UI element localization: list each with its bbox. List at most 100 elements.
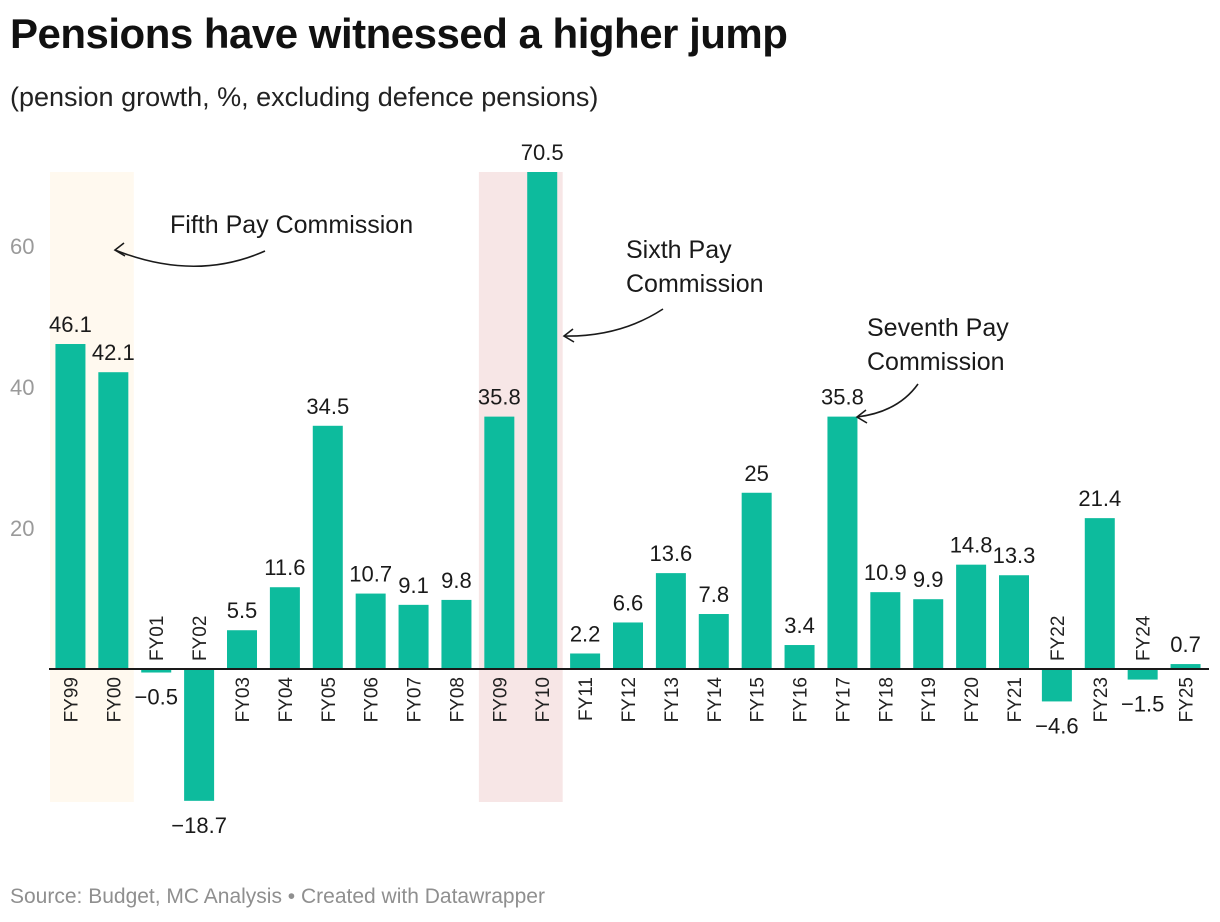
x-tick-label: FY21 (1005, 677, 1026, 722)
x-tick-label: FY22 (1048, 616, 1069, 661)
y-axis-ticks: 20 40 60 (10, 234, 34, 541)
x-tick-label: FY01 (147, 616, 168, 661)
x-tick-label: FY04 (276, 677, 297, 723)
data-label: 25 (744, 461, 768, 486)
annotation-text: Sixth Pay (626, 236, 732, 264)
bar (312, 425, 343, 669)
x-tick-label: FY14 (705, 677, 726, 723)
bar (784, 645, 815, 669)
bar (355, 593, 386, 669)
x-tick-label: FY09 (490, 677, 511, 722)
bar (1041, 669, 1072, 702)
bar (441, 599, 472, 669)
annotation-arrow (114, 249, 266, 267)
y-tick-label: 20 (10, 516, 34, 541)
annotation-text: Commission (626, 270, 764, 298)
data-label: −1.5 (1121, 692, 1164, 717)
x-tick-label: FY13 (662, 677, 683, 722)
annotation-text: Fifth Pay Commission (170, 211, 413, 239)
y-tick-label: 40 (10, 375, 34, 400)
data-label: 35.8 (478, 385, 521, 410)
data-label: 70.5 (521, 140, 564, 165)
bar (1170, 664, 1201, 669)
data-label: 7.8 (698, 582, 729, 607)
bar (1084, 518, 1115, 669)
x-tick-label: FY02 (190, 616, 211, 661)
bar (870, 592, 901, 669)
bar (655, 573, 686, 669)
data-label: 14.8 (950, 533, 993, 558)
bar (827, 416, 858, 669)
source-note: Source: Budget, MC Analysis (10, 885, 282, 908)
bar (698, 614, 729, 669)
data-label: 13.3 (993, 543, 1036, 568)
bar (141, 669, 172, 673)
x-tick-label: FY23 (1091, 677, 1112, 722)
bar (913, 599, 944, 669)
x-tick-label: FY24 (1134, 615, 1155, 661)
x-tick-label: FY11 (576, 677, 597, 721)
bar (398, 604, 429, 669)
arrow-head (855, 409, 868, 424)
annotations: Fifth Pay Commission Sixth Pay Commission S… (113, 211, 1009, 424)
x-tick-label: FY25 (1177, 677, 1198, 722)
bar (999, 575, 1029, 669)
data-label: 21.4 (1078, 486, 1121, 511)
bar (1127, 669, 1158, 680)
bar (527, 172, 558, 669)
x-tick-label: FY05 (319, 677, 340, 722)
chart-subtitle: (pension growth, %, excluding defence pe… (10, 82, 599, 112)
data-label: −0.5 (135, 685, 178, 710)
x-axis-labels: FY99 FY00 FY01 FY02 FY03 FY04 FY05 FY06 FY07 FY08… (61, 615, 1197, 722)
x-tick-label: FY03 (233, 677, 254, 722)
arrow-head (113, 242, 126, 257)
x-tick-label: FY00 (104, 677, 125, 722)
data-label: 9.8 (441, 568, 472, 593)
bar (956, 564, 987, 669)
data-label: 11.6 (264, 555, 305, 580)
data-label: 2.2 (570, 621, 601, 646)
data-label: 35.8 (821, 385, 864, 410)
data-label: −18.7 (171, 813, 227, 838)
annotation-text: Seventh Pay (867, 314, 1009, 342)
annotation-arrow (563, 308, 664, 337)
footer: Source: Budget, MC Analysis • Created wi… (10, 885, 545, 909)
y-tick-label: 60 (10, 234, 34, 259)
chart-title: Pensions have witnessed a higher jump (10, 10, 788, 57)
bar (484, 416, 515, 669)
x-tick-label: FY17 (833, 677, 854, 722)
bar (613, 622, 643, 669)
data-label: 9.1 (398, 573, 429, 598)
x-tick-label: FY20 (962, 677, 983, 722)
value-labels: 46.142.1 −0.5 −18.7 5.511.6 34.5 10.7 9.1 9.8 35… (49, 140, 1201, 838)
x-tick-label: FY18 (876, 677, 897, 722)
x-tick-label: FY19 (919, 677, 940, 722)
x-tick-label: FY10 (533, 677, 554, 722)
data-label: 34.5 (306, 394, 349, 419)
data-label: −4.6 (1035, 713, 1078, 738)
arrow-head (562, 328, 575, 343)
credit-link[interactable]: Created with Datawrapper (301, 885, 545, 908)
data-label: 10.7 (349, 562, 392, 587)
data-label: 46.1 (49, 312, 92, 337)
x-tick-label: FY06 (362, 677, 383, 722)
annotation-arrow (856, 383, 919, 418)
x-tick-label: FY16 (791, 677, 812, 722)
bar (570, 653, 601, 669)
bar (55, 344, 86, 669)
x-tick-label: FY07 (405, 677, 426, 722)
annotation-text: Commission (867, 348, 1005, 376)
bars (55, 172, 1201, 801)
bar (184, 669, 215, 801)
bar (741, 492, 772, 669)
x-tick-label: FY99 (61, 677, 82, 722)
data-label: 0.7 (1170, 632, 1201, 657)
data-label: 6.6 (613, 590, 644, 615)
x-tick-label: FY08 (447, 677, 468, 722)
x-tick-label: FY12 (619, 677, 640, 722)
footer-separator: • (281, 885, 301, 908)
x-tick-label: FY15 (748, 677, 769, 722)
bar (227, 630, 257, 669)
bar (269, 587, 300, 669)
